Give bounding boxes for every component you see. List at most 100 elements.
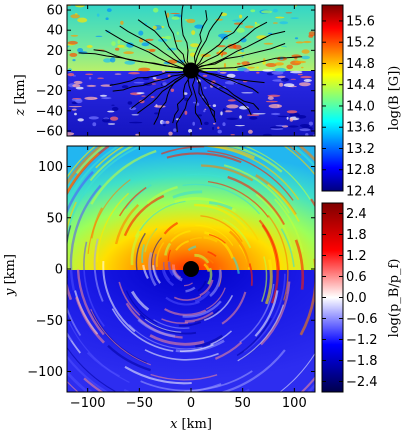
texture-blob	[186, 18, 196, 24]
texture-blob	[222, 108, 226, 113]
texture-blob	[301, 66, 304, 69]
spiral-arc	[197, 280, 207, 292]
y-tick-label: −60	[36, 124, 63, 139]
texture-blob	[302, 40, 312, 44]
texture-blob	[279, 82, 284, 87]
field-contour	[190, 70, 259, 94]
spiral-arc	[123, 194, 165, 237]
spiral-arc	[205, 287, 226, 310]
colorbar-tick-label: 14.0	[346, 99, 375, 114]
texture-blob	[280, 77, 289, 82]
spiral-arc	[76, 268, 105, 336]
spiral-arc	[139, 200, 186, 232]
texture-blob	[298, 82, 311, 87]
colorbar-tick-label: 0.0	[346, 291, 367, 306]
spiral-arc	[173, 226, 211, 235]
colorbar-tick-label: 14.8	[346, 57, 375, 72]
texture-blob	[75, 98, 83, 104]
spiral-arc	[226, 146, 283, 173]
spiral-arc	[194, 290, 211, 304]
y-tick-label: 40	[46, 24, 63, 39]
texture-blob	[256, 66, 259, 69]
texture-blob	[299, 124, 310, 128]
spiral-arc	[67, 346, 116, 392]
texture-blob	[262, 69, 274, 72]
spiral-arc	[283, 146, 315, 176]
spiral-arc	[75, 146, 107, 175]
texture-blob	[217, 69, 221, 73]
spiral-arc	[107, 344, 151, 372]
texture-blob	[105, 17, 109, 21]
bottom-xlabel: x [km]	[170, 417, 212, 432]
spiral-arc	[150, 373, 218, 381]
spiral-arc	[214, 341, 243, 360]
colorbar-tick-label: 15.2	[346, 36, 375, 51]
texture-blob	[122, 47, 129, 49]
bottom-panel-image	[67, 146, 315, 437]
texture-blob	[275, 124, 285, 127]
texture-blob	[123, 51, 134, 55]
texture-blob	[208, 66, 214, 69]
y-tick-label: 100	[38, 160, 63, 175]
texture-blob	[97, 77, 104, 79]
x-tick-label: −50	[126, 396, 153, 411]
texture-blob	[173, 40, 183, 42]
spiral-arc	[207, 150, 294, 201]
spiral-arc	[261, 256, 268, 302]
spiral-arc	[67, 355, 109, 392]
spiral-arc	[260, 281, 291, 346]
texture-blob	[154, 112, 160, 115]
spiral-arc	[183, 282, 193, 287]
spiral-arc	[163, 221, 179, 235]
texture-blob	[96, 13, 100, 17]
spiral-arc	[173, 295, 202, 301]
texture-blob	[106, 8, 112, 13]
y-tick-label: 0	[55, 64, 63, 79]
texture-blob	[107, 110, 115, 113]
spiral-arc	[227, 175, 286, 226]
spiral-arc	[299, 258, 315, 336]
texture-blob	[101, 97, 112, 100]
texture-blob	[192, 121, 195, 126]
texture-blob	[131, 114, 139, 116]
spiral-arc	[189, 237, 202, 241]
texture-blob	[149, 49, 156, 53]
texture-blob	[294, 37, 299, 40]
spiral-arc	[137, 318, 176, 338]
texture-blob	[223, 110, 233, 113]
spiral-arc	[93, 238, 104, 302]
spiral-arc	[267, 214, 289, 301]
texture-blob	[262, 133, 272, 136]
bottom-ylabel: y [km]	[3, 254, 18, 297]
texture-blob	[250, 9, 256, 13]
texture-blob	[271, 71, 284, 75]
y-tick-label: −50	[36, 314, 63, 329]
texture-blob	[92, 122, 97, 127]
texture-blob	[290, 78, 297, 80]
spiral-arc	[187, 245, 197, 252]
y-tick-label: 20	[46, 44, 63, 59]
texture-blob	[290, 70, 303, 74]
texture-blob	[235, 125, 245, 127]
texture-blob	[68, 106, 82, 108]
central-black-hole-top	[183, 62, 199, 79]
spiral-arc	[90, 149, 157, 205]
texture-blob	[189, 52, 196, 57]
spiral-arc	[280, 228, 295, 268]
texture-blob	[137, 69, 141, 71]
spiral-arc	[171, 269, 183, 282]
texture-blob	[217, 129, 222, 134]
spiral-arc	[67, 146, 104, 187]
y-tick-label: 60	[46, 4, 63, 19]
texture-blob	[154, 105, 166, 108]
spiral-arc	[208, 233, 226, 244]
texture-blob	[145, 38, 154, 41]
spiral-arc	[153, 319, 190, 329]
spiral-arc	[170, 230, 191, 243]
spiral-arc	[200, 215, 243, 243]
spiral-arc	[128, 324, 203, 350]
spiral-arc	[204, 417, 272, 437]
spiral-arc	[75, 296, 105, 344]
spiral-arc	[67, 146, 121, 205]
spiral-arc	[135, 232, 146, 271]
